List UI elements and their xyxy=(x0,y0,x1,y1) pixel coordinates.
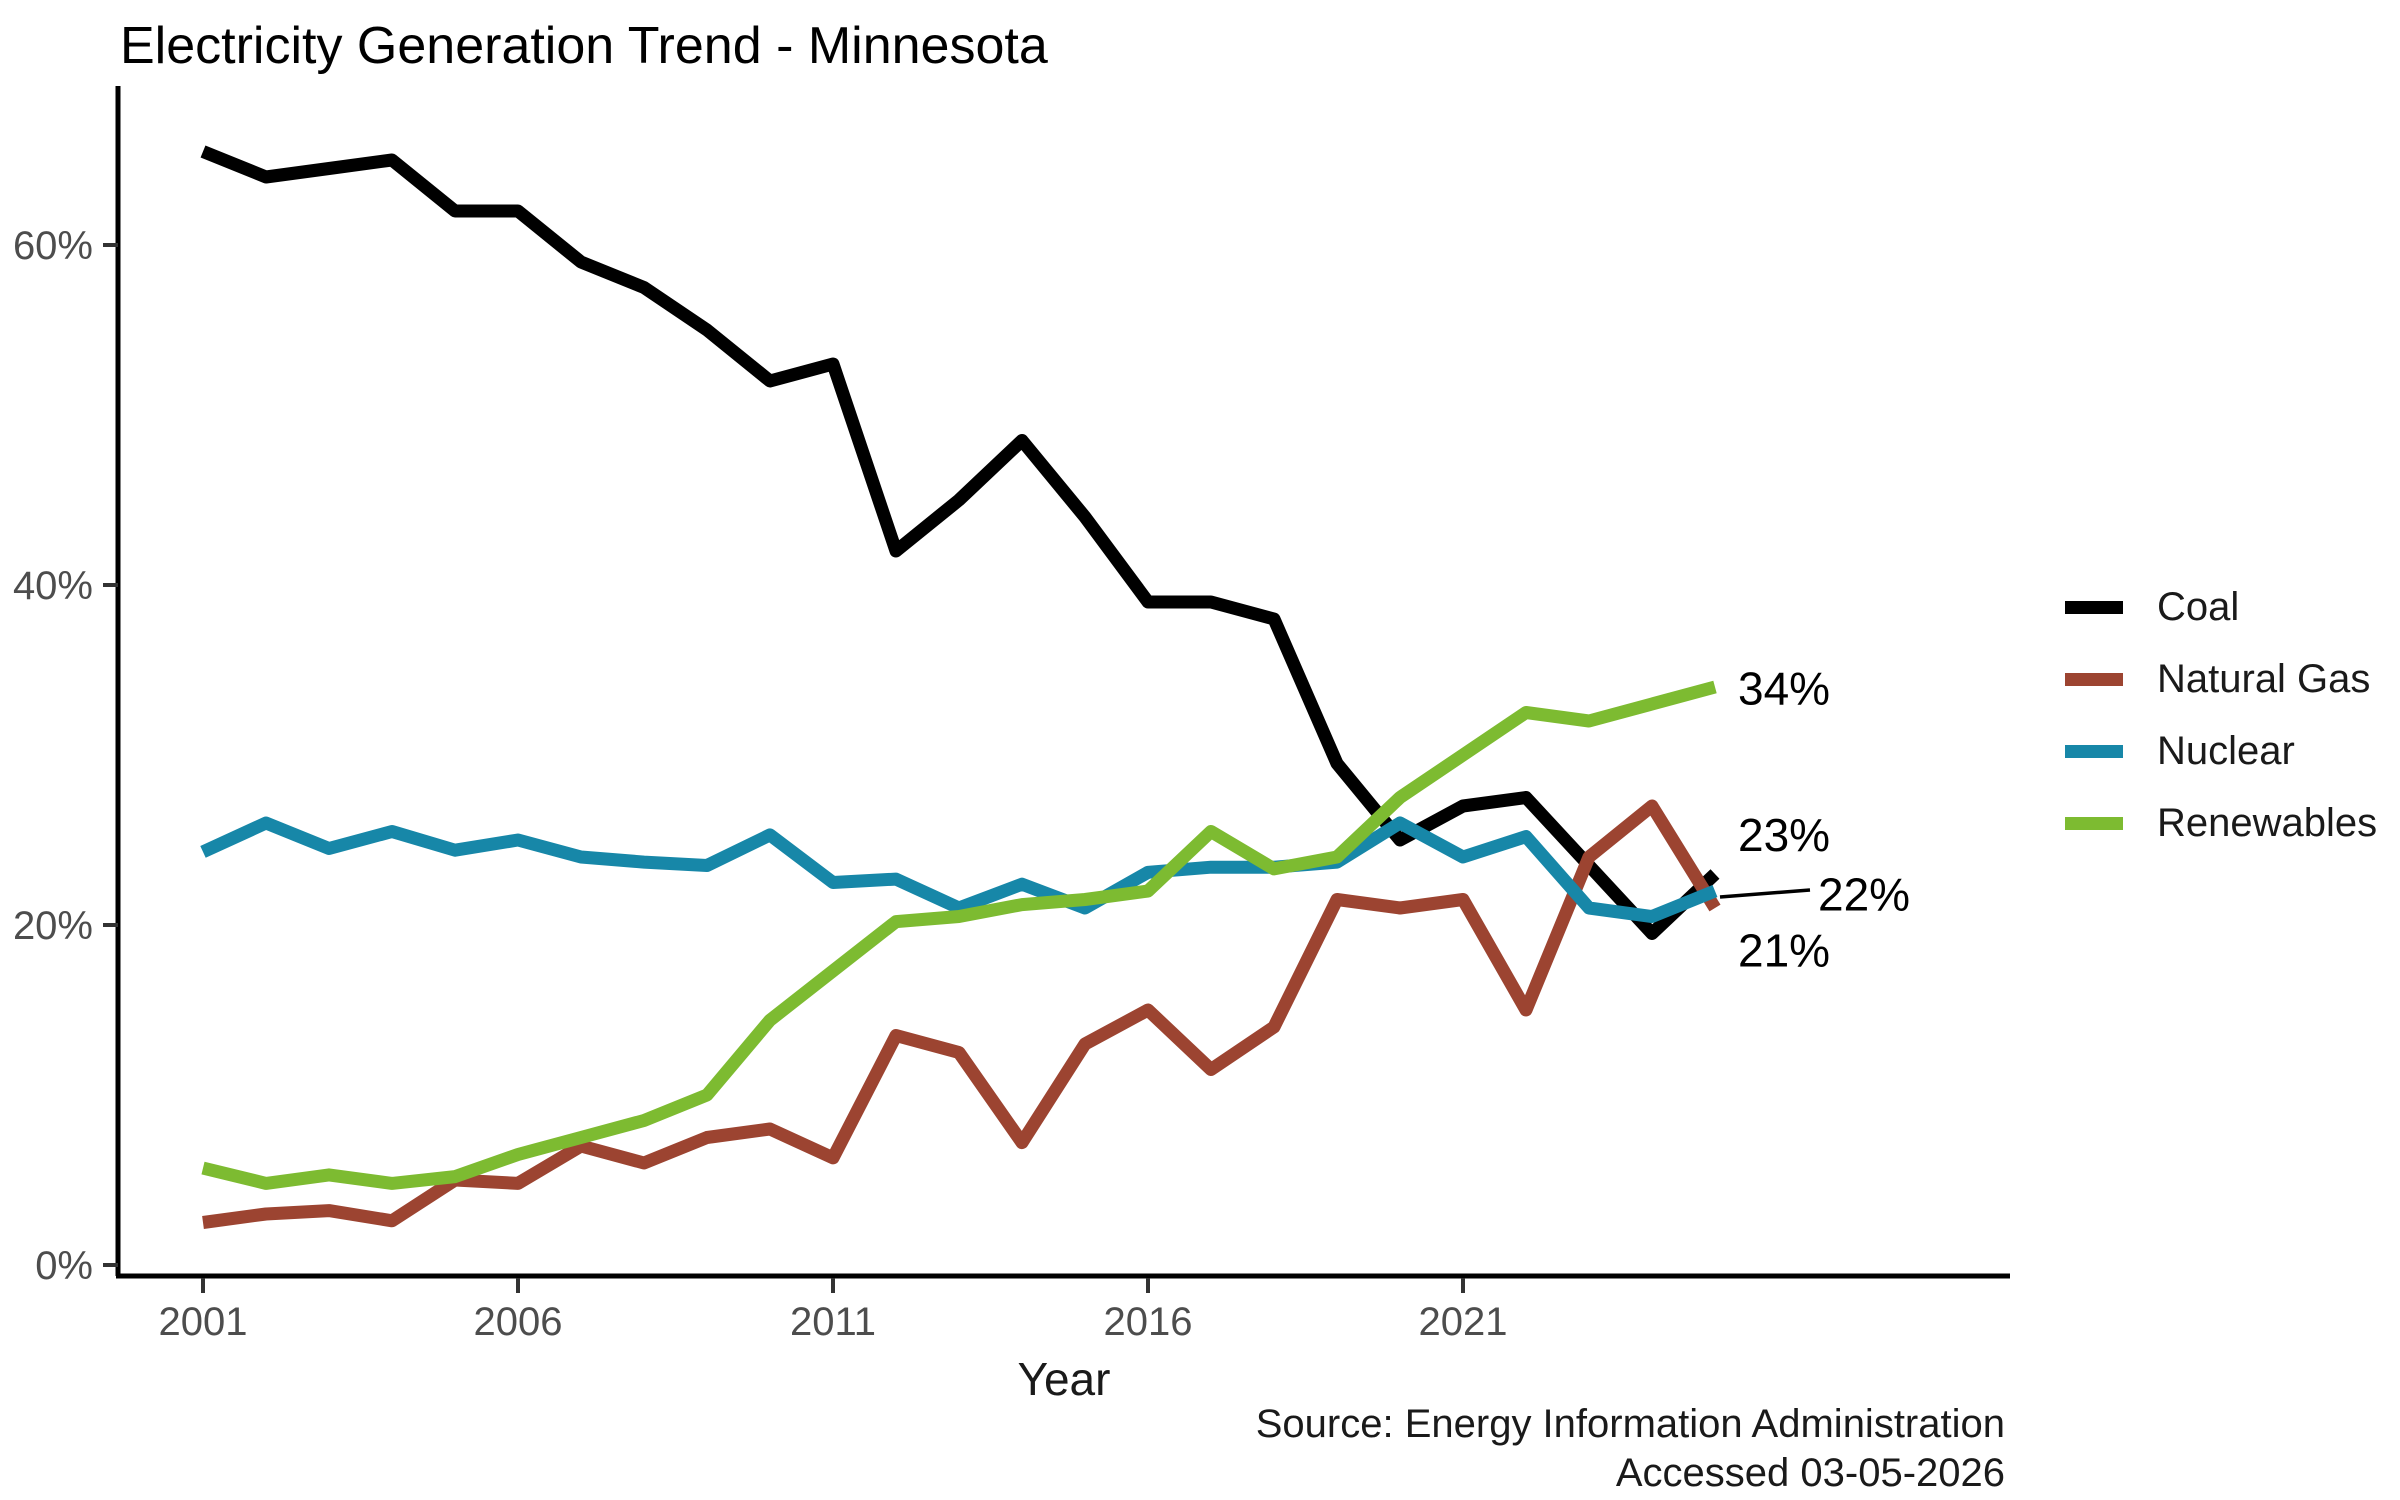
x-tick-label: 2006 xyxy=(474,1300,563,1344)
source-line: Source: Energy Information Administratio… xyxy=(1255,1402,2005,1446)
y-tick-label: 0% xyxy=(35,1244,93,1288)
chart-title: Electricity Generation Trend - Minnesota xyxy=(120,17,1048,75)
series-line-nuclear xyxy=(200,816,1718,923)
y-tick-label: 60% xyxy=(13,224,93,268)
annotation-leader-line xyxy=(1719,888,1811,899)
x-tick-label: 2016 xyxy=(1104,1300,1193,1344)
series-line-renewables xyxy=(201,680,1717,1190)
legend-swatch-nuclear xyxy=(2065,744,2123,758)
end-label-natural-gas: 21% xyxy=(1738,925,1830,977)
series-line-coal xyxy=(200,145,1720,940)
legend-item-nuclear: Nuclear xyxy=(2065,729,2377,773)
end-label-renewables: 34% xyxy=(1738,663,1830,715)
end-label-nuclear: 22% xyxy=(1818,868,1910,920)
legend-swatch-renewables xyxy=(2065,816,2123,830)
legend-label-natural-gas: Natural Gas xyxy=(2157,656,2371,701)
legend-item-renewables: Renewables xyxy=(2065,801,2377,845)
legend-label-nuclear: Nuclear xyxy=(2157,728,2295,773)
x-tick-label: 2001 xyxy=(159,1300,248,1344)
series-line-natural-gas xyxy=(202,799,1721,1229)
legend-swatch-coal xyxy=(2065,600,2123,614)
source-note: Source: Energy Information Administratio… xyxy=(1256,1400,2005,1498)
y-tick-label: 40% xyxy=(13,564,93,608)
x-tick-label: 2011 xyxy=(790,1300,876,1344)
legend-label-coal: Coal xyxy=(2157,584,2240,629)
legend-item-natural-gas: Natural Gas xyxy=(2065,657,2377,701)
end-label-coal: 23% xyxy=(1738,809,1830,861)
x-tick-label: 2021 xyxy=(1419,1300,1508,1344)
chart-legend: Coal Natural Gas Nuclear Renewables xyxy=(2065,585,2377,873)
legend-label-renewables: Renewables xyxy=(2157,800,2378,845)
legend-swatch-natural-gas xyxy=(2065,672,2123,686)
y-tick-label: 20% xyxy=(13,904,93,948)
accessed-line: Accessed 03-05-2026 xyxy=(1615,1451,2005,1495)
legend-item-coal: Coal xyxy=(2065,585,2377,629)
x-axis-title: Year xyxy=(1017,1353,1111,1405)
